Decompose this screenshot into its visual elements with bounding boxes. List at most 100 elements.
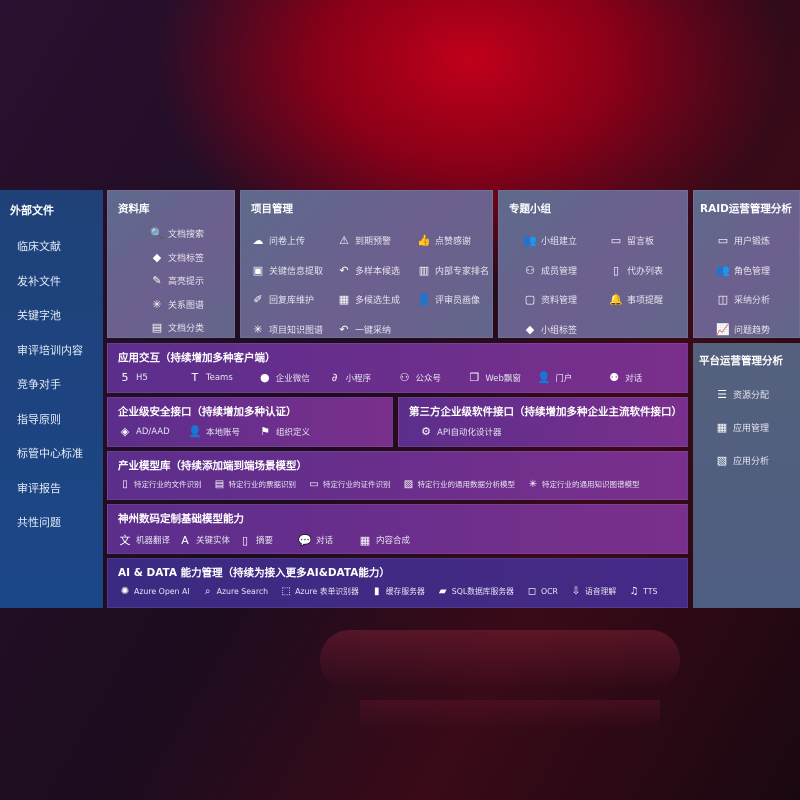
sidebar-item[interactable]: 审评培训内容 — [17, 343, 83, 357]
feature-label: API自动化设计器 — [437, 427, 502, 438]
panel-project-management: 项目管理 ☁ 问卷上传 ⚠ 到期预警 👍 点赞感谢 ▣ 关键信息提取 ↶ 多样本候选 ▥ 内部专家排名 ✐… — [240, 190, 493, 338]
feature-item[interactable]: 📈 问题趋势 — [716, 315, 793, 338]
feature-item[interactable]: ▯ 特定行业的文件识别 — [118, 479, 202, 490]
feature-item[interactable]: ▦ 多候选生成 — [337, 285, 417, 315]
id-card-icon: ▭ — [717, 234, 729, 248]
feature-item[interactable]: ▢ 资料管理 — [523, 285, 609, 315]
teams-icon: T — [191, 371, 199, 384]
feature-label: 特定行业的文件识别 — [134, 480, 202, 489]
feature-item[interactable]: ⬚ Azure 表单识别器 — [279, 586, 358, 597]
feature-item[interactable]: 👍 点赞感谢 — [417, 226, 492, 256]
feature-item[interactable]: 🔔 事项提醒 — [609, 285, 687, 315]
feature-label: 留言板 — [627, 237, 655, 248]
feature-item[interactable]: ⚇ 公众号 — [398, 371, 468, 384]
feature-item[interactable]: ▤ 文档分类 — [150, 316, 224, 337]
feature-label: 特定行业的通用数据分析模型 — [417, 480, 516, 489]
feature-item[interactable]: ▯ 代办列表 — [609, 256, 687, 286]
feature-label: 评审员画像 — [435, 296, 481, 307]
floor-reflection — [360, 700, 660, 730]
feature-item[interactable]: ◆ 文档标签 — [150, 246, 224, 270]
feature-item[interactable]: ☰ 资源分配 — [715, 378, 794, 411]
sidebar-item[interactable]: 竞争对手 — [17, 378, 61, 391]
sidebar-item[interactable]: 指导原则 — [17, 412, 61, 426]
item-list: ▯ 特定行业的文件识别 ▤ 特定行业的票据识别 ▭ 特定行业的证件识别 ▨ 特定行业的通用数据… — [118, 479, 677, 490]
feature-item[interactable]: ☁ 问卷上传 — [251, 226, 337, 256]
feature-item[interactable]: ▥ 内部专家排名 — [417, 256, 492, 286]
feature-item[interactable]: ✳ 关系图谱 — [150, 293, 224, 317]
feature-item[interactable]: ✐ 回复库维护 — [251, 285, 337, 315]
sidebar-item[interactable]: 标管中心标准 — [17, 447, 83, 460]
ranking-icon: ▥ — [418, 263, 430, 277]
feature-item[interactable]: ▯ 摘要 — [238, 532, 298, 548]
user-icon: 👤 — [417, 293, 431, 307]
feature-label: 应用管理 — [733, 424, 770, 434]
feature-item[interactable]: A 关键实体 — [178, 532, 238, 548]
item-list: 🔍 文档搜索 ◆ 文档标签 ✎ 高亮提示 ✳ 关系图谱 ▤ 文档分类 — [150, 222, 224, 337]
item-list: ◈ AD/AAD 👤 本地账号 ⚑ 组织定义 — [118, 425, 382, 438]
feature-item[interactable]: 💬 对话 — [298, 532, 358, 548]
feature-item[interactable]: ▭ 特定行业的证件识别 — [307, 479, 390, 490]
feature-item[interactable]: 👤 门户 — [537, 371, 607, 384]
panel-raid-analysis: RAID运营管理分析 ▭ 用户锻炼 👥 角色管理 ◫ 采纳分析 📈 问题趋势 — [693, 190, 800, 338]
sidebar-item[interactable]: 临床文献 — [17, 240, 61, 253]
feature-item[interactable]: ⚇ 成员管理 — [523, 256, 609, 286]
id-card-icon: ▭ — [309, 479, 319, 490]
feature-item[interactable]: ✳ 特定行业的通用知识图谱模型 — [526, 479, 640, 490]
feature-item[interactable]: ▣ 关键信息提取 — [251, 256, 337, 286]
file-icon: ▯ — [122, 479, 128, 490]
feature-item[interactable]: 👥 小组建立 — [523, 226, 609, 256]
item-list: ☰ 资源分配 ▦ 应用管理 ▧ 应用分析 — [715, 378, 794, 477]
feature-item[interactable]: ● 企业微信 — [258, 371, 328, 384]
qa-icon: ◫ — [717, 293, 729, 307]
feature-item[interactable]: ⚉ 对话 — [607, 371, 677, 384]
feature-label: 企业微信 — [275, 373, 310, 384]
feature-item[interactable]: ♫ TTS — [627, 586, 658, 597]
add-user-icon: ⚇ — [525, 263, 535, 277]
feature-label: 多样本候选 — [355, 266, 401, 277]
feature-item[interactable]: ↶ 一键采纳 — [337, 315, 417, 338]
sidebar-item[interactable]: 关键字池 — [17, 309, 61, 322]
sidebar-item[interactable]: 共性问题 — [17, 516, 61, 529]
feature-item[interactable]: ✳ 项目知识图谱 — [251, 315, 337, 338]
feature-item[interactable]: ▰ SQL数据库服务器 — [436, 586, 514, 597]
feature-item[interactable]: 文机器翻译 — [118, 532, 178, 548]
feature-item[interactable]: T Teams — [188, 371, 258, 384]
feature-item[interactable]: ✎ 高亮提示 — [150, 269, 224, 293]
feature-item[interactable]: ◫ 采纳分析 — [716, 285, 793, 315]
feature-item[interactable]: ▤ 特定行业的票据识别 — [213, 479, 296, 490]
item-list: 👥 小组建立 ▭ 留言板 ⚇ 成员管理 ▯ 代办列表 ▢ 资料管理 🔔 事项提醒 ◆ 小组标签 — [523, 226, 677, 338]
feature-item[interactable]: ▮ 缓存服务器 — [370, 586, 425, 597]
feature-item[interactable]: 👤 评审员画像 — [417, 285, 492, 315]
feature-item[interactable]: 👤 本地账号 — [188, 425, 258, 438]
feature-item[interactable]: ◆ 小组标签 — [523, 315, 609, 338]
feature-item[interactable]: ⚙ API自动化设计器 — [419, 425, 501, 438]
sidebar-item[interactable]: 审评报告 — [17, 481, 61, 495]
feature-item[interactable]: ◈ AD/AAD — [118, 425, 188, 438]
org-icon: ⚑ — [260, 425, 270, 438]
feature-item[interactable]: ✺ Azure Open AI — [118, 586, 190, 597]
feature-label: Teams — [205, 372, 233, 383]
feature-item[interactable]: ⇩ 语音理解 — [569, 586, 616, 597]
feature-label: 摘要 — [256, 536, 274, 546]
feature-item[interactable]: ▨ 特定行业的通用数据分析模型 — [402, 479, 516, 490]
item-list: ✺ Azure Open AI ⌕ Azure Search ⬚ Azure 表单识别器 ▮… — [118, 586, 677, 597]
panel-title: 第三方企业级软件接口（持续增加多种企业主流软件接口） — [409, 406, 682, 418]
feature-item[interactable]: ▭ 用户锻炼 — [716, 226, 793, 256]
feature-item[interactable]: ↶ 多样本候选 — [337, 256, 417, 286]
feature-item[interactable]: ∂ 小程序 — [328, 371, 398, 384]
feature-label: 本地账号 — [206, 427, 241, 438]
feature-item[interactable]: ▭ 留言板 — [609, 226, 687, 256]
sidebar-item[interactable]: 发补文件 — [17, 274, 61, 288]
feature-item[interactable]: ❐ Web飘窗 — [467, 371, 537, 384]
feature-item[interactable]: ▧ 应用分析 — [715, 444, 794, 477]
feature-item[interactable]: 👥 角色管理 — [716, 256, 793, 286]
feature-item[interactable]: ⚑ 组织定义 — [258, 425, 328, 438]
feature-item[interactable]: ⚠ 到期预警 — [337, 226, 417, 256]
feature-item[interactable]: ▦ 内容合成 — [358, 532, 418, 548]
feature-item[interactable]: ⌕ Azure Search — [201, 586, 268, 597]
feature-label: SQL数据库服务器 — [451, 587, 514, 596]
feature-item[interactable]: ▦ 应用管理 — [715, 411, 794, 444]
feature-item[interactable]: 🔍 文档搜索 — [150, 222, 224, 246]
feature-item[interactable]: 5 H5 — [118, 371, 188, 384]
feature-item[interactable]: ◻ OCR — [525, 586, 558, 597]
